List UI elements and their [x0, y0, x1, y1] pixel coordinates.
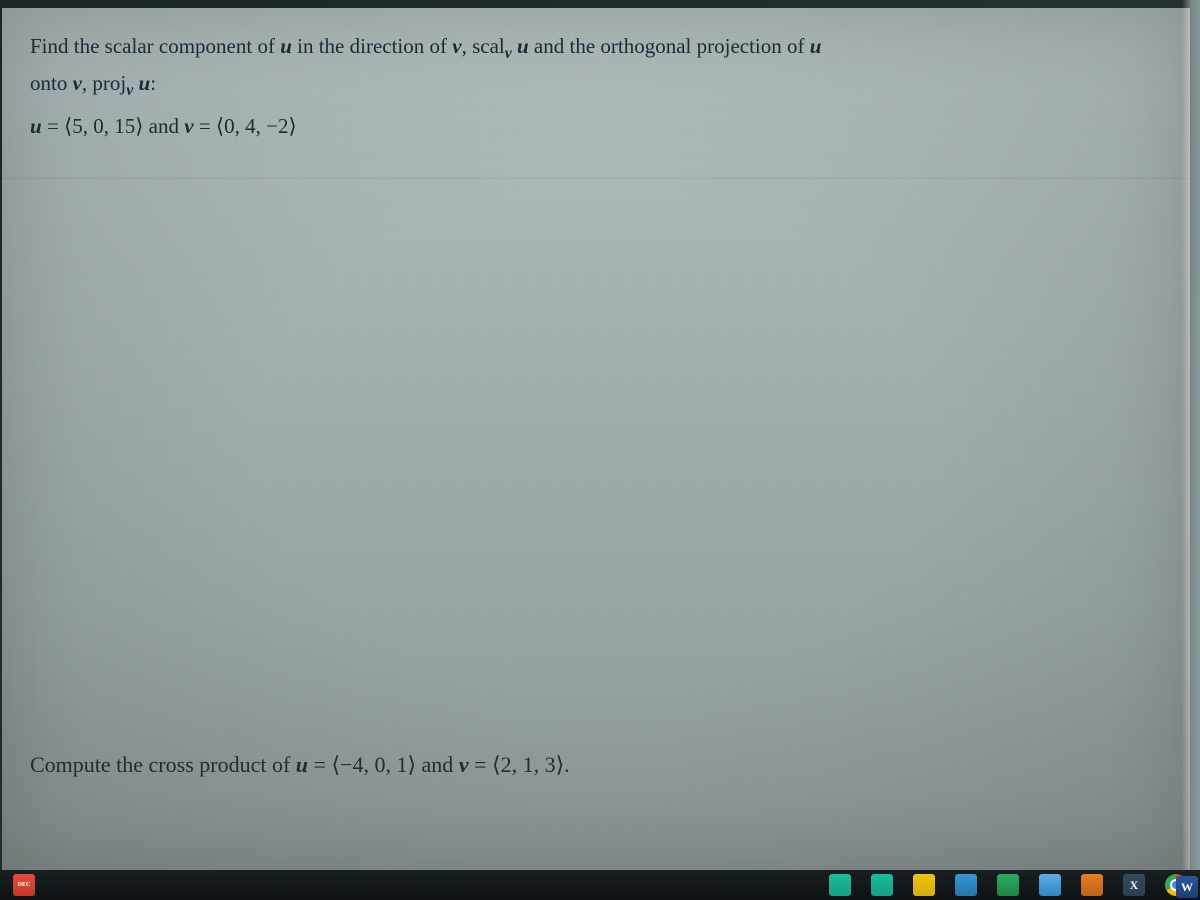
vector-u-value: ⟨−4, 0, 1⟩ — [331, 752, 416, 777]
calendar-month: DEC — [18, 882, 31, 888]
variable-u: u — [30, 114, 42, 138]
variable-u: u — [280, 34, 292, 58]
subscript-v: v — [505, 45, 512, 62]
vector-v-value: ⟨2, 1, 3⟩. — [492, 752, 570, 777]
and-text: and — [416, 752, 459, 777]
problem-1-vectors: u = ⟨5, 0, 15⟩ and v = ⟨0, 4, −2⟩ — [30, 114, 1162, 139]
text-segment: Find the scalar component of — [30, 34, 280, 58]
equals: = — [194, 114, 216, 138]
text-segment: onto — [30, 71, 73, 95]
variable-v: v — [459, 752, 469, 777]
taskbar-app-6[interactable] — [1030, 872, 1070, 898]
problem-2: Compute the cross product of u = ⟨−4, 0,… — [30, 752, 570, 778]
variable-v: v — [73, 71, 82, 95]
variable-u: u — [810, 34, 822, 58]
app-icon — [955, 874, 977, 896]
problem-1-instruction-line2: onto v, projv u: — [30, 69, 1162, 102]
close-x-icon: X — [1123, 874, 1145, 896]
and-text: and — [143, 114, 184, 138]
app-icon — [997, 874, 1019, 896]
app-icon — [1081, 874, 1103, 896]
taskbar-app-5[interactable] — [988, 872, 1028, 898]
app-icon — [913, 874, 935, 896]
word-app-icon[interactable]: W — [1176, 876, 1198, 898]
taskbar-app-2[interactable] — [862, 872, 902, 898]
taskbar-app-1[interactable] — [820, 872, 860, 898]
variable-u: u — [139, 71, 151, 95]
word-letter: W — [1181, 880, 1193, 895]
equals: = — [469, 752, 492, 777]
variable-v: v — [452, 34, 461, 58]
taskbar[interactable]: DEC X — [0, 870, 1200, 900]
text-segment: in the direction of — [292, 34, 452, 58]
horizontal-crease — [2, 178, 1190, 179]
taskbar-app-7[interactable] — [1072, 872, 1112, 898]
problem-1: Find the scalar component of u in the di… — [30, 32, 1162, 139]
taskbar-app-8[interactable]: X — [1114, 872, 1154, 898]
text-segment: , proj — [82, 71, 126, 95]
taskbar-app-4[interactable] — [946, 872, 986, 898]
vector-u-value: ⟨5, 0, 15⟩ — [64, 114, 143, 138]
text-segment: and the orthogonal projection of — [529, 34, 810, 58]
screen-right-bevel — [1182, 0, 1200, 870]
equals: = — [308, 752, 331, 777]
app-icon — [829, 874, 851, 896]
colon: : — [150, 71, 156, 95]
text-segment: Compute the cross product of — [30, 752, 296, 777]
screen-frame: Find the scalar component of u in the di… — [0, 0, 1200, 900]
variable-u: u — [296, 752, 308, 777]
app-icon — [1039, 874, 1061, 896]
calendar-icon: DEC — [13, 874, 35, 896]
text-segment: , scal — [462, 34, 505, 58]
taskbar-calendar[interactable]: DEC — [4, 872, 44, 898]
document-content-area: Find the scalar component of u in the di… — [2, 8, 1190, 870]
vector-v-value: ⟨0, 4, −2⟩ — [216, 114, 297, 138]
app-icon — [871, 874, 893, 896]
problem-1-instruction: Find the scalar component of u in the di… — [30, 32, 1162, 65]
variable-u: u — [517, 34, 529, 58]
equals: = — [42, 114, 64, 138]
taskbar-app-3[interactable] — [904, 872, 944, 898]
variable-v: v — [184, 114, 193, 138]
